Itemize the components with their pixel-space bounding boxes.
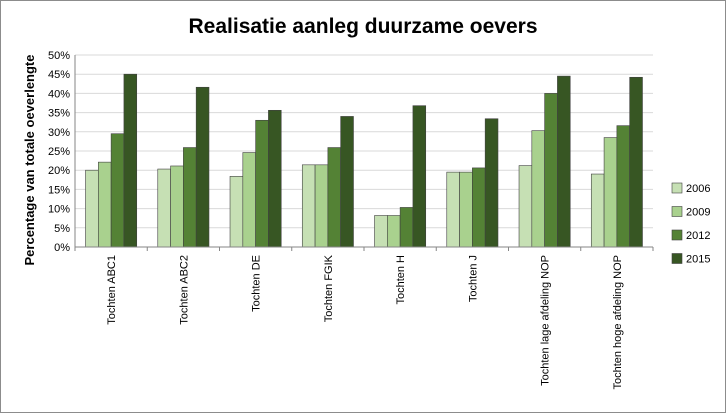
- legend-label-2015: 2015: [686, 254, 710, 266]
- bar-2012: [616, 125, 630, 248]
- bar-2015: [195, 86, 210, 248]
- legend-swatch-2009: [671, 206, 683, 217]
- y-tick-label: 20%: [48, 165, 70, 177]
- category-label: Tochten ABC1: [106, 255, 118, 325]
- bar-2009: [242, 152, 256, 248]
- bar-2012: [472, 167, 486, 248]
- legend-label-2009: 2009: [686, 207, 710, 219]
- chart-title: Realisatie aanleg duurzame oevers: [189, 15, 538, 38]
- bar-2009: [98, 161, 112, 248]
- legend-swatch-2012: [671, 229, 683, 241]
- bar-2009: [531, 130, 545, 248]
- bar-2006: [590, 173, 605, 248]
- bar-2009: [170, 165, 184, 248]
- y-axis-label: Percentage van totale oeverlengte: [22, 55, 37, 266]
- legend-label-2006: 2006: [686, 183, 710, 195]
- legend: 2006 2009 2012 2015: [671, 182, 710, 266]
- bar-2012: [183, 147, 197, 248]
- category-label: Tochten FGIK: [323, 254, 335, 322]
- bar-2015: [268, 109, 282, 248]
- bar-2015: [123, 73, 138, 248]
- bar-2015: [412, 105, 427, 248]
- y-tick-label: 25%: [48, 146, 70, 158]
- bar-2006: [374, 215, 388, 248]
- bar-2009: [387, 215, 401, 248]
- bar-2012: [544, 93, 558, 248]
- bar-2012: [255, 119, 269, 248]
- y-tick-label: 50%: [48, 50, 70, 62]
- category-label: Tochten H: [395, 255, 407, 305]
- bar-2015: [340, 116, 354, 248]
- bars: [85, 73, 643, 248]
- category-label: Tochten ABC2: [178, 255, 190, 325]
- bar-2006: [157, 168, 171, 248]
- bar-2006: [301, 164, 316, 248]
- y-tick-label: 30%: [48, 127, 70, 139]
- category-label: Tochten hoge afdeling NOP: [612, 255, 624, 390]
- y-tick-label: 0%: [54, 242, 70, 254]
- category-label: Tochten J: [467, 255, 479, 302]
- y-tick-label: 5%: [54, 223, 70, 235]
- bar-2006: [229, 176, 244, 248]
- bar-2012: [110, 133, 125, 248]
- category-labels: Tochten ABC1 Tochten ABC2 Tochten DE Tochte…: [106, 254, 624, 389]
- bar-2009: [459, 171, 473, 248]
- y-tick-labels: 0% 5% 10% 15% 20% 25% 30% 35% 40% 45% 50%: [48, 50, 70, 254]
- bar-2015: [484, 118, 499, 248]
- bar-2009: [314, 164, 329, 248]
- bar-2015: [629, 76, 643, 248]
- y-tick-label: 45%: [48, 69, 70, 81]
- category-label: Tochten DE: [251, 255, 263, 312]
- legend-swatch-2015: [671, 253, 683, 264]
- bar-2006: [518, 165, 533, 248]
- bar-2015: [557, 75, 571, 248]
- bar-2006: [446, 171, 460, 248]
- bar-2012: [327, 147, 341, 248]
- bar-2012: [399, 207, 414, 248]
- y-tick-label: 15%: [48, 184, 70, 196]
- y-tick-label: 10%: [48, 204, 70, 216]
- legend-swatch-2006: [671, 182, 683, 194]
- y-tick-label: 35%: [48, 108, 70, 120]
- legend-label-2012: 2012: [686, 230, 710, 242]
- bar-2006: [85, 169, 99, 248]
- bar-2009: [603, 137, 618, 248]
- category-label: Tochten lage afdeling NOP: [540, 255, 552, 386]
- y-tick-label: 40%: [48, 88, 70, 100]
- axes: [74, 55, 654, 251]
